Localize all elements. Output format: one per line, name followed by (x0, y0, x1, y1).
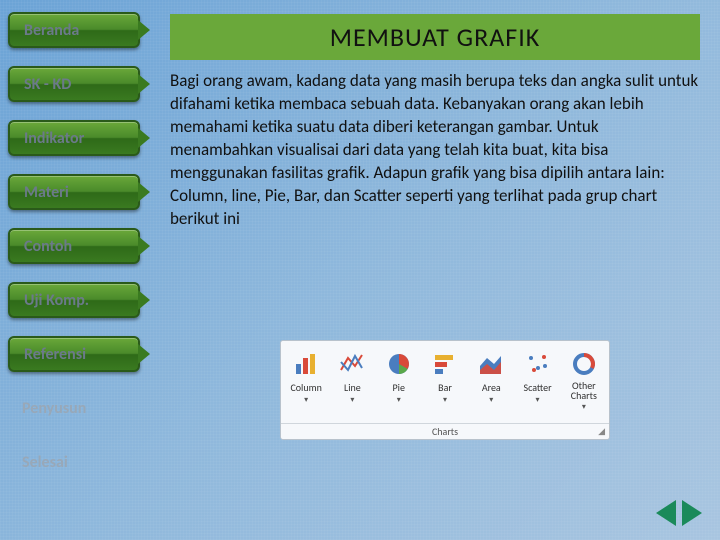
chart-type-column[interactable]: Column ▾ (283, 345, 329, 423)
nav-contoh[interactable]: Contoh (8, 228, 140, 264)
line-chart-icon (337, 349, 367, 379)
area-chart-icon (476, 349, 506, 379)
nav-label: Penyusun (22, 399, 86, 418)
nav-uji-komp[interactable]: Uji Komp. (8, 282, 140, 318)
ribbon-group-text: Charts (432, 425, 458, 438)
dialog-launcher-icon[interactable]: ◢ (598, 426, 605, 437)
chart-type-pie[interactable]: Pie ▾ (376, 345, 422, 423)
column-chart-icon (291, 349, 321, 379)
body-paragraph: Bagi orang awam, kadang data yang masih … (170, 70, 700, 231)
slide-nav-arrows (656, 500, 702, 526)
charts-items-row: Column ▾ Line ▾ Pie ▾ (281, 341, 609, 423)
chart-label: Line (344, 381, 361, 394)
chevron-down-icon: ▾ (443, 395, 447, 405)
chevron-down-icon: ▾ (582, 402, 586, 412)
pie-chart-icon (384, 349, 414, 379)
prev-slide-button[interactable] (656, 500, 676, 526)
chart-label: Column (290, 381, 321, 394)
page-title: MEMBUAT GRAFIK (170, 14, 700, 60)
chart-type-scatter[interactable]: Scatter ▾ (514, 345, 560, 423)
scatter-chart-icon (523, 349, 553, 379)
nav-penyusun[interactable]: Penyusun (8, 390, 140, 426)
chevron-down-icon: ▾ (304, 395, 308, 405)
chart-label: Area (482, 381, 501, 394)
nav-selesai[interactable]: Selesai (8, 444, 140, 480)
nav-sk-kd[interactable]: SK - KD (8, 66, 140, 102)
nav-label: SK - KD (24, 75, 71, 94)
nav-beranda[interactable]: Beranda (8, 12, 140, 48)
chart-label: Other Charts (561, 381, 607, 401)
nav-materi[interactable]: Materi (8, 174, 140, 210)
ribbon-group-label: Charts ◢ (281, 423, 609, 439)
nav-label: Uji Komp. (24, 291, 89, 310)
chart-type-other[interactable]: Other Charts ▾ (561, 345, 607, 423)
chart-label: Pie (392, 381, 404, 394)
title-text: MEMBUAT GRAFIK (330, 21, 541, 53)
sidebar: Beranda SK - KD Indikator Materi Contoh … (8, 12, 148, 498)
nav-indikator[interactable]: Indikator (8, 120, 140, 156)
next-slide-button[interactable] (682, 500, 702, 526)
other-charts-icon (569, 349, 599, 379)
chevron-down-icon: ▾ (489, 395, 493, 405)
nav-label: Materi (24, 183, 69, 202)
nav-referensi[interactable]: Referensi (8, 336, 140, 372)
chart-label: Scatter (523, 381, 551, 394)
chevron-down-icon: ▾ (350, 395, 354, 405)
nav-label: Referensi (24, 345, 86, 364)
nav-label: Contoh (24, 237, 72, 256)
chart-type-area[interactable]: Area ▾ (468, 345, 514, 423)
bar-chart-icon (430, 349, 460, 379)
nav-label: Beranda (24, 21, 79, 40)
nav-label: Indikator (24, 129, 84, 148)
chart-type-bar[interactable]: Bar ▾ (422, 345, 468, 423)
nav-label: Selesai (22, 453, 68, 472)
chevron-down-icon: ▾ (536, 395, 540, 405)
charts-ribbon-group: Column ▾ Line ▾ Pie ▾ (280, 340, 610, 440)
chart-type-line[interactable]: Line ▾ (329, 345, 375, 423)
chart-label: Bar (438, 381, 452, 394)
chevron-down-icon: ▾ (397, 395, 401, 405)
